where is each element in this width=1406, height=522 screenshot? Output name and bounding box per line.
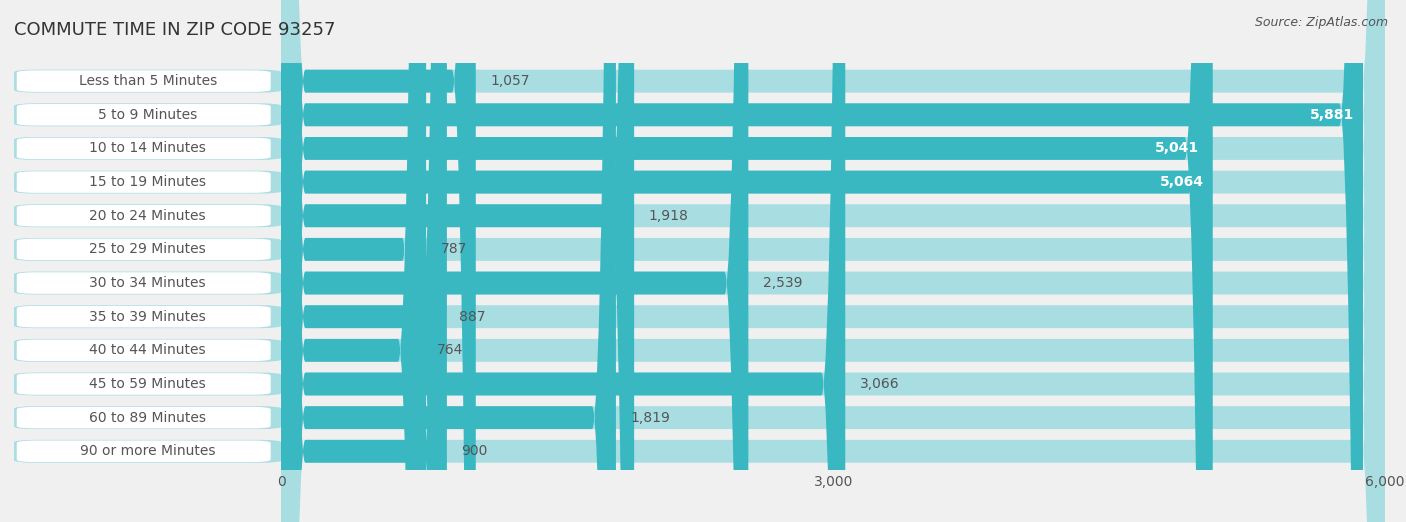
Text: 1,819: 1,819 <box>631 411 671 424</box>
Text: 3,066: 3,066 <box>860 377 900 391</box>
Text: 35 to 39 Minutes: 35 to 39 Minutes <box>90 310 207 324</box>
FancyBboxPatch shape <box>281 0 1362 522</box>
FancyBboxPatch shape <box>14 70 281 92</box>
Text: 1,057: 1,057 <box>491 74 530 88</box>
FancyBboxPatch shape <box>281 0 422 522</box>
Text: 30 to 34 Minutes: 30 to 34 Minutes <box>90 276 207 290</box>
FancyBboxPatch shape <box>281 0 426 522</box>
FancyBboxPatch shape <box>14 204 281 227</box>
FancyBboxPatch shape <box>14 373 281 396</box>
Text: 20 to 24 Minutes: 20 to 24 Minutes <box>90 209 207 223</box>
FancyBboxPatch shape <box>17 373 271 395</box>
FancyBboxPatch shape <box>281 0 1385 522</box>
FancyBboxPatch shape <box>17 441 271 462</box>
Text: 5 to 9 Minutes: 5 to 9 Minutes <box>98 108 197 122</box>
FancyBboxPatch shape <box>281 0 1385 522</box>
Text: 60 to 89 Minutes: 60 to 89 Minutes <box>89 411 207 424</box>
Text: 2,539: 2,539 <box>763 276 803 290</box>
Text: 15 to 19 Minutes: 15 to 19 Minutes <box>89 175 207 189</box>
FancyBboxPatch shape <box>14 238 281 261</box>
FancyBboxPatch shape <box>14 137 281 160</box>
FancyBboxPatch shape <box>281 0 444 522</box>
Text: 787: 787 <box>441 242 467 256</box>
FancyBboxPatch shape <box>14 440 281 462</box>
FancyBboxPatch shape <box>14 406 281 429</box>
Text: 764: 764 <box>437 343 463 358</box>
Text: Source: ZipAtlas.com: Source: ZipAtlas.com <box>1254 16 1388 29</box>
FancyBboxPatch shape <box>17 239 271 260</box>
FancyBboxPatch shape <box>281 0 447 522</box>
FancyBboxPatch shape <box>281 0 1385 522</box>
FancyBboxPatch shape <box>281 0 1385 522</box>
Text: 45 to 59 Minutes: 45 to 59 Minutes <box>90 377 207 391</box>
FancyBboxPatch shape <box>14 305 281 328</box>
FancyBboxPatch shape <box>17 407 271 429</box>
FancyBboxPatch shape <box>281 0 1209 522</box>
Text: 900: 900 <box>461 444 488 458</box>
FancyBboxPatch shape <box>17 205 271 227</box>
Text: 1,918: 1,918 <box>648 209 689 223</box>
FancyBboxPatch shape <box>281 0 748 522</box>
FancyBboxPatch shape <box>14 271 281 294</box>
Text: 40 to 44 Minutes: 40 to 44 Minutes <box>90 343 207 358</box>
FancyBboxPatch shape <box>17 70 271 92</box>
FancyBboxPatch shape <box>17 171 271 193</box>
Text: COMMUTE TIME IN ZIP CODE 93257: COMMUTE TIME IN ZIP CODE 93257 <box>14 21 336 39</box>
Text: 25 to 29 Minutes: 25 to 29 Minutes <box>90 242 207 256</box>
FancyBboxPatch shape <box>281 0 1385 522</box>
FancyBboxPatch shape <box>281 0 1385 522</box>
FancyBboxPatch shape <box>281 0 616 522</box>
FancyBboxPatch shape <box>14 339 281 362</box>
FancyBboxPatch shape <box>281 0 1385 522</box>
FancyBboxPatch shape <box>14 103 281 126</box>
FancyBboxPatch shape <box>17 138 271 159</box>
FancyBboxPatch shape <box>17 104 271 126</box>
Text: Less than 5 Minutes: Less than 5 Minutes <box>79 74 217 88</box>
FancyBboxPatch shape <box>281 0 1385 522</box>
FancyBboxPatch shape <box>281 0 845 522</box>
Text: 5,064: 5,064 <box>1160 175 1204 189</box>
Text: 90 or more Minutes: 90 or more Minutes <box>80 444 215 458</box>
FancyBboxPatch shape <box>14 171 281 194</box>
FancyBboxPatch shape <box>281 0 475 522</box>
Text: 10 to 14 Minutes: 10 to 14 Minutes <box>89 141 207 156</box>
FancyBboxPatch shape <box>281 0 1213 522</box>
FancyBboxPatch shape <box>17 272 271 294</box>
FancyBboxPatch shape <box>281 0 1385 522</box>
FancyBboxPatch shape <box>281 0 1385 522</box>
FancyBboxPatch shape <box>17 340 271 361</box>
FancyBboxPatch shape <box>281 0 634 522</box>
Text: 5,881: 5,881 <box>1309 108 1354 122</box>
FancyBboxPatch shape <box>281 0 1385 522</box>
Text: 5,041: 5,041 <box>1156 141 1199 156</box>
Text: 887: 887 <box>460 310 485 324</box>
FancyBboxPatch shape <box>281 0 1385 522</box>
FancyBboxPatch shape <box>17 306 271 327</box>
